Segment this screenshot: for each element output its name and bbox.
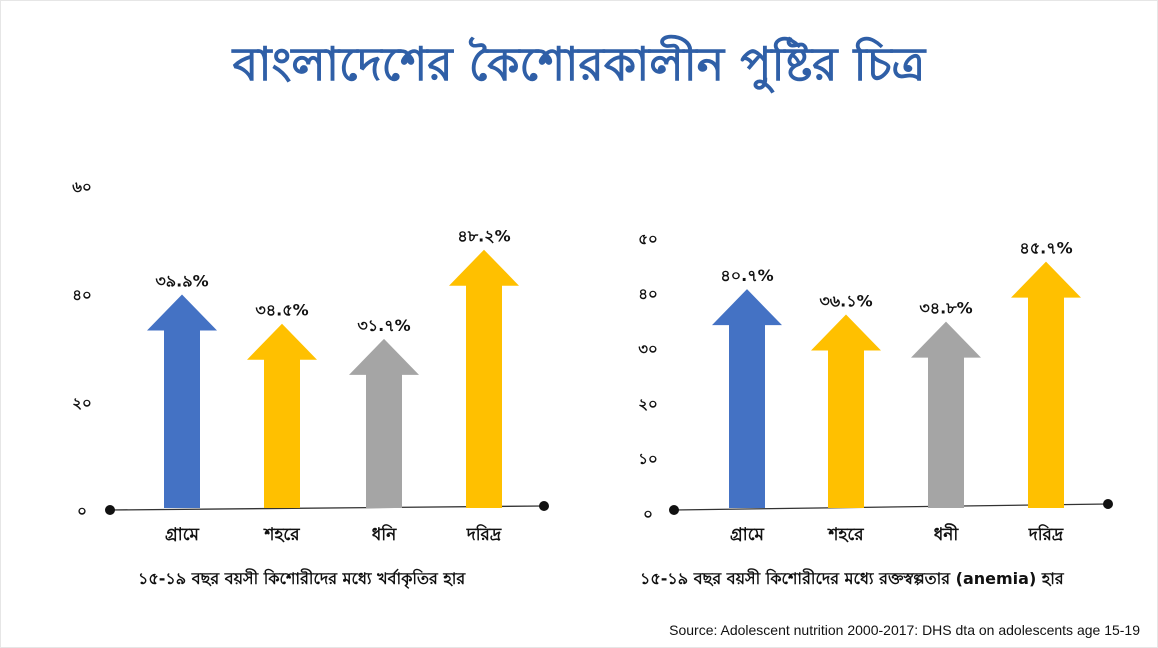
chart-stunting: ০ ২০ ৪০ ৬০ ৩৯.৯% গ্রামে ৩৪.৫% শহরে ৩১.৭% ধনি ৪৮.২%… [72,178,549,545]
bar-arrow-0 [147,294,217,508]
data-label: ৪৮.২% [457,227,510,246]
category-label: দরিদ্র [466,523,502,545]
y-tick-label: ৪০ [638,285,658,303]
category-label: ধনী [934,523,960,545]
chart-anemia: ০ ১০ ২০ ৩০ ৪০ ৫০ ৪০.৭% গ্রামে ৩৬.১% শহরে ৩৪.৮% ধনী ৪… [638,230,1113,545]
page-title: বাংলাদেশের কৈশোরকালীন পুষ্টির চিত্র [232,37,926,91]
y-tick-label: ৫০ [638,230,658,248]
bar-arrow-3 [1011,261,1081,508]
data-label: ৩১.৭% [357,316,410,335]
data-label: ৩৪.৮% [919,299,972,318]
bar-arrow-2 [349,338,419,508]
category-label: গ্রামে [165,525,199,545]
y-tick-label: ০ [643,505,653,523]
bar-arrow-1 [247,323,317,508]
y-tick-label: ৩০ [638,340,658,358]
y-tick-label: ২০ [638,395,658,413]
bar-arrow-1 [811,314,881,508]
y-tick-label: ০ [77,502,87,520]
source-note: Source: Adolescent nutrition 2000-2017: … [669,622,1140,638]
axis-end-dot [539,501,549,511]
data-label: ৩৪.৫% [255,301,308,320]
data-label: ৩৯.৯% [155,272,208,291]
data-label: ৩৬.১% [819,291,872,310]
category-label: শহরে [262,525,300,545]
bar-arrow-3 [449,249,519,508]
axis-start-dot [105,505,115,515]
bar-arrow-0 [712,289,782,508]
bar-arrow-2 [911,321,981,508]
y-tick-label: ৬০ [72,178,92,196]
category-label: শহরে [826,525,864,545]
category-label: দরিদ্র [1028,523,1064,545]
y-tick-label: ১০ [638,450,658,468]
category-label: গ্রামে [730,525,764,545]
axis-end-dot [1103,499,1113,509]
y-tick-label: ২০ [72,394,92,412]
chart-anemia-caption: ১৫-১৯ বছর বয়সী কিশোরীদের মধ্যে রক্তস্বল… [640,569,1064,588]
y-tick-label: ৪০ [72,286,92,304]
category-label: ধনি [372,523,397,545]
data-label: ৪৫.৭% [1019,239,1072,258]
chart-stunting-caption: ১৫-১৯ বছর বয়সী কিশোরীদের মধ্যে খর্বাকৃত… [138,569,466,588]
axis-start-dot [669,505,679,515]
data-label: ৪০.৭% [720,266,773,285]
